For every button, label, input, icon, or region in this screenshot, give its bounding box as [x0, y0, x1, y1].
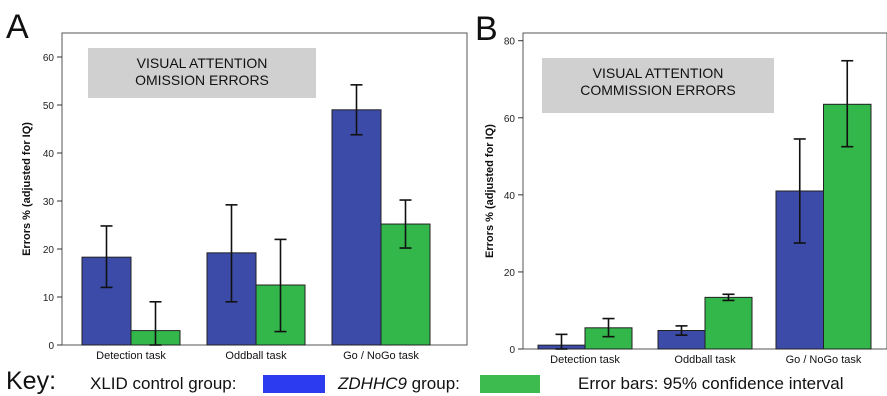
key-zdhhc9-gene: ZDHHC9: [338, 374, 407, 393]
panel-b-bar: [704, 296, 753, 350]
key-control-swatch: [263, 375, 325, 393]
panel-a-ylabel: Errors % (adjusted for IQ): [21, 122, 33, 256]
key-errorbars-label: Error bars: 95% confidence interval: [578, 374, 844, 393]
panel-a-title-line: OMISSION ERRORS: [135, 72, 269, 88]
key-row: Key: XLID control group: ZDHHC9 group: E…: [0, 367, 887, 396]
panel-a-ytick-label: 10: [43, 293, 55, 304]
key-label: Key:: [6, 367, 57, 395]
panel-a-ytick-label: 60: [43, 53, 55, 64]
key-zdhhc9-suffix: group:: [406, 374, 460, 393]
panel-b-ytick-label: 20: [504, 268, 516, 279]
panel-b-title-box: [542, 58, 774, 113]
figure: A 0 10 20 30 40 50 60 Errors % (adjusted for IQ)…: [6, 8, 887, 366]
panel-b-ytick-label: 60: [504, 114, 516, 125]
panel-a-ytick-label: 0: [48, 341, 54, 352]
key-control-label: XLID control group:: [90, 374, 237, 393]
panel-a-ytick-label: 20: [43, 245, 55, 256]
panel-a-title-box: [88, 48, 316, 98]
panel-a-ytick-label: 50: [43, 101, 55, 112]
panel-b-title-line: VISUAL ATTENTION: [593, 65, 724, 81]
panel-a-ytick-label: 40: [43, 149, 55, 160]
panel-a-category-label: Detection task: [96, 350, 166, 362]
panel-b-ylabel: Errors % (adjusted for IQ): [484, 124, 496, 258]
panel-b-category-label: Go / NoGo task: [786, 354, 862, 366]
panel-a-title-line: VISUAL ATTENTION: [137, 55, 268, 71]
panel-a-bar: [331, 109, 382, 346]
panel-b-letter: B: [475, 10, 498, 48]
key-zdhhc9-swatch: [480, 375, 540, 393]
panel-a-category-label: Oddball task: [225, 350, 287, 362]
panel-a-category-label: Go / NoGo task: [343, 350, 419, 362]
panel-b-title-line: COMMISSION ERRORS: [580, 82, 736, 98]
panel-b-category-label: Oddball task: [674, 354, 736, 366]
key-zdhhc9-text: ZDHHC9 group:: [338, 374, 460, 394]
panel-b-ytick-label: 0: [509, 345, 515, 356]
panel-b-category-label: Detection task: [550, 354, 620, 366]
panel-a-letter: A: [6, 8, 29, 46]
panel-b-ytick-label: 80: [504, 37, 516, 48]
panel-b-ytick-label: 40: [504, 191, 516, 202]
panel-a-ytick-label: 30: [43, 197, 55, 208]
